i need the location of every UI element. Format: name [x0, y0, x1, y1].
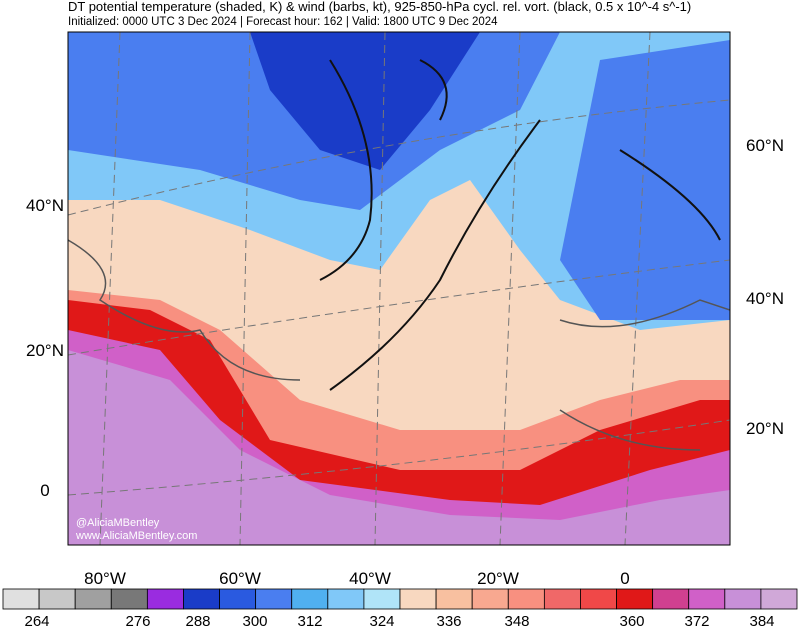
longitude-label: 20°W: [477, 569, 519, 588]
longitude-label: 60°W: [219, 569, 261, 588]
colorbar-swatch: [580, 588, 617, 610]
colorbar-swatch: [2, 588, 40, 610]
colorbar-swatch: [616, 588, 654, 610]
colorbar-swatch: [219, 588, 257, 610]
title: DT potential temperature (shaded, K) & w…: [68, 0, 691, 14]
colorbar-swatch: [363, 588, 401, 610]
latitude-label: 0: [40, 481, 49, 500]
latitude-label: 60°N: [746, 136, 784, 155]
colorbar-swatch: [38, 588, 76, 610]
coastlines: [68, 239, 730, 451]
map-frame: [67, 31, 731, 546]
colorbar-swatch: [435, 588, 473, 610]
colorbar-swatch: [183, 588, 220, 610]
colorbar-label: 264: [24, 613, 49, 629]
subtitle: Initialized: 0000 UTC 3 Dec 2024 | Forec…: [68, 16, 498, 28]
colorbar-swatch: [291, 588, 329, 610]
colorbar-swatch: [507, 588, 545, 610]
colorbar-swatch: [110, 588, 148, 610]
latitude-label: 40°N: [746, 289, 784, 308]
colorbar-swatch: [724, 588, 762, 610]
colorbar-label: 288: [185, 613, 210, 629]
colorbar-swatch: [471, 588, 509, 610]
colorbar-swatch: [255, 588, 293, 610]
colorbar-swatch: [399, 588, 437, 610]
colorbar-swatch: [543, 588, 581, 610]
colorbar-swatch: [74, 588, 112, 610]
latitude-label: 20°N: [26, 341, 64, 360]
colorbar-swatch: [688, 588, 726, 610]
colorbar-swatch: [652, 588, 690, 610]
colorbar-swatch: [760, 588, 798, 610]
colorbar-swatch: [146, 588, 184, 610]
credit: @AliciaMBentley: [76, 517, 160, 529]
graticule: [68, 32, 730, 545]
map-field: @AliciaMBentley www.AliciaMBentley.com: [68, 32, 730, 545]
latitude-label: 40°N: [26, 196, 64, 215]
latitude-label: 20°N: [746, 419, 784, 438]
colorbar-label: 372: [684, 613, 709, 629]
colorbar-swatch: [327, 588, 365, 610]
colorbar-label: 336: [436, 613, 461, 629]
vorticity-contours: [319, 59, 721, 391]
colorbar-label: 300: [242, 613, 267, 629]
credit: www.AliciaMBentley.com: [75, 530, 197, 542]
colorbar-label: 384: [749, 613, 774, 629]
colorbar-label: 312: [297, 613, 322, 629]
colorbar-label: 360: [619, 613, 644, 629]
colorbar-label: 348: [504, 613, 529, 629]
colorbar-label: 276: [125, 613, 150, 629]
longitude-label: 0: [620, 569, 629, 588]
tropical-air: [68, 350, 730, 545]
east-cold: [560, 40, 730, 320]
longitude-label: 40°W: [349, 569, 391, 588]
coldest-core: [250, 32, 480, 170]
colorbar-label: 324: [369, 613, 394, 629]
longitude-label: 80°W: [84, 569, 126, 588]
